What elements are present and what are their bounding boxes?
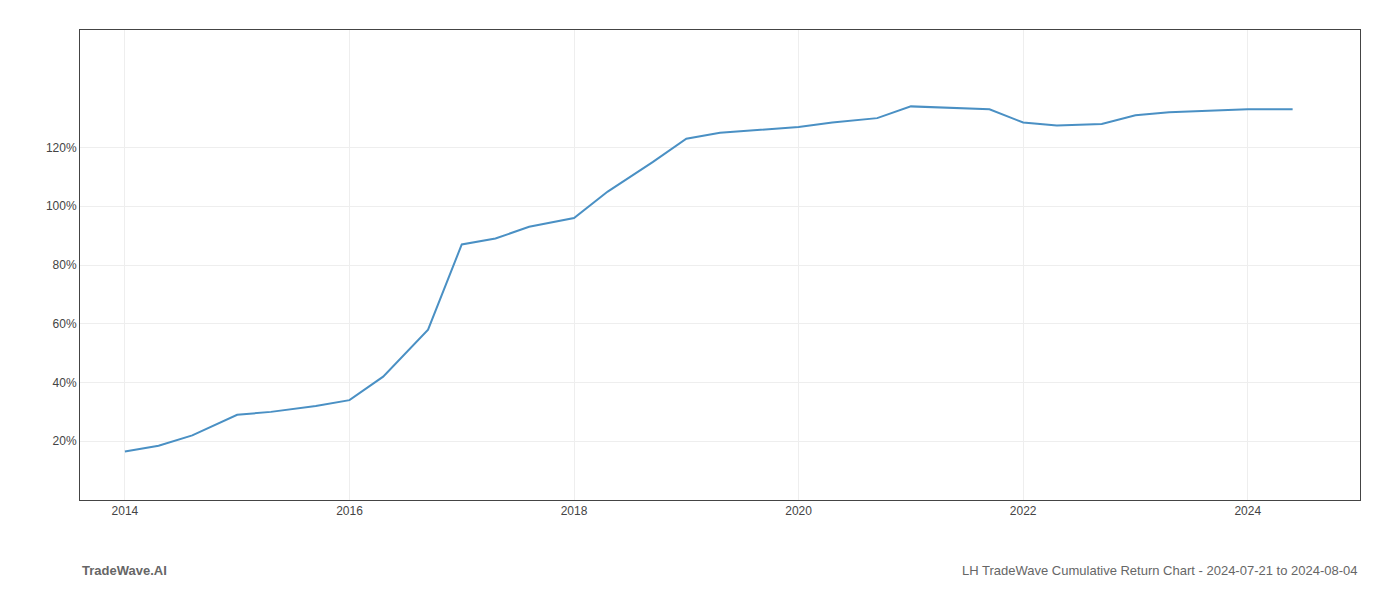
svg-text:20%: 20% <box>53 434 77 448</box>
svg-text:40%: 40% <box>53 376 77 390</box>
svg-text:120%: 120% <box>46 141 77 155</box>
svg-text:2022: 2022 <box>1010 504 1037 518</box>
svg-text:60%: 60% <box>53 317 77 331</box>
svg-text:80%: 80% <box>53 258 77 272</box>
svg-text:100%: 100% <box>46 199 77 213</box>
svg-text:TradeWave.AI: TradeWave.AI <box>82 563 167 578</box>
svg-text:2020: 2020 <box>785 504 812 518</box>
svg-text:2018: 2018 <box>561 504 588 518</box>
svg-text:2014: 2014 <box>112 504 139 518</box>
svg-text:2024: 2024 <box>1234 504 1261 518</box>
svg-text:2016: 2016 <box>336 504 363 518</box>
svg-text:LH TradeWave Cumulative Return: LH TradeWave Cumulative Return Chart - 2… <box>962 563 1358 578</box>
